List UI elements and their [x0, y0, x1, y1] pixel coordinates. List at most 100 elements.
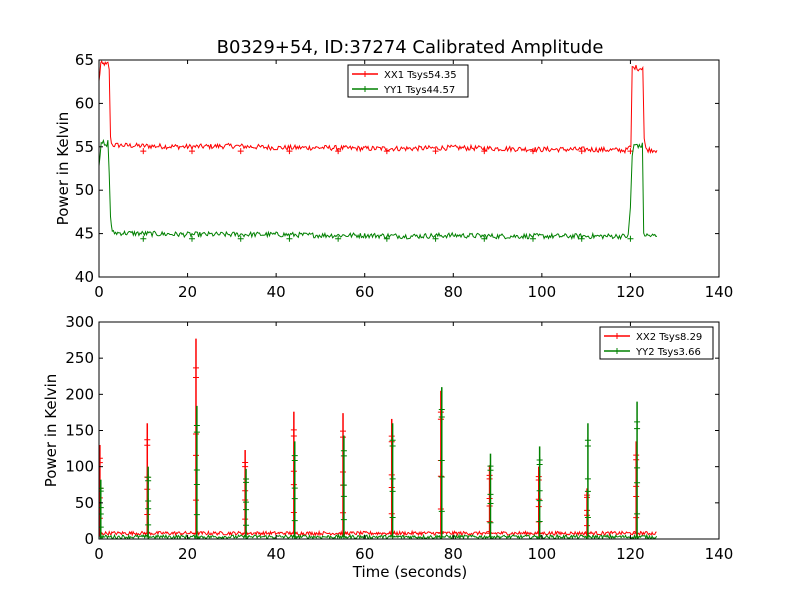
- x-tick-label: 0: [94, 283, 104, 301]
- x-tick-label: 40: [267, 545, 286, 563]
- baseline-line: [99, 529, 657, 537]
- data-marker: [481, 235, 488, 242]
- y-tick-label: 0: [84, 530, 94, 548]
- spike-marker: [486, 518, 493, 525]
- series-line: [99, 60, 658, 155]
- legend: XX1 Tsys54.35 YY1 Tsys44.57: [347, 64, 469, 98]
- y-tick-label: 100: [65, 458, 94, 476]
- data-marker: [335, 148, 342, 155]
- legend-box: [347, 64, 469, 98]
- spike-marker: [388, 484, 395, 491]
- spike-marker: [242, 516, 249, 523]
- spike-marker: [243, 499, 250, 506]
- spike-marker: [340, 493, 347, 500]
- spike-marker: [487, 500, 494, 507]
- spike-marker: [633, 530, 640, 537]
- spike-marker: [290, 481, 297, 488]
- spike-marker: [437, 530, 444, 537]
- baseline-line: [99, 533, 658, 539]
- spike-marker: [584, 492, 591, 499]
- legend-marker: [614, 333, 620, 339]
- spike-marker: [291, 485, 298, 492]
- plot-area: [99, 60, 658, 242]
- x-tick-label: 40: [267, 283, 286, 301]
- spike-marker: [99, 530, 103, 537]
- data-marker: [432, 235, 439, 242]
- spike-marker: [192, 364, 199, 371]
- data-marker: [578, 235, 585, 242]
- data-marker: [237, 235, 244, 242]
- spike-marker: [290, 509, 297, 516]
- spike-marker: [99, 524, 104, 531]
- x-tick-label: 0: [94, 545, 104, 563]
- spike-marker: [193, 467, 200, 474]
- spike-marker: [487, 463, 494, 470]
- spike-marker: [290, 432, 297, 439]
- legend-label: XX2 Tsys8.29: [636, 332, 702, 343]
- spike-marker: [192, 374, 199, 381]
- spike-marker: [340, 447, 347, 454]
- spike-marker: [99, 515, 103, 522]
- spike-marker: [438, 473, 445, 480]
- spike-marker: [388, 510, 395, 517]
- spike-marker: [340, 428, 347, 435]
- legend-label: XX1 Tsys54.35: [384, 70, 457, 81]
- data-marker: [140, 235, 147, 242]
- spike-marker: [634, 464, 641, 471]
- y-tick-label: 200: [65, 385, 94, 403]
- x-tick-label: 100: [528, 545, 557, 563]
- y-tick-label: 65: [75, 51, 94, 69]
- x-tick-label: 120: [616, 545, 645, 563]
- y-tick-label: 250: [65, 349, 94, 367]
- data-marker: [189, 235, 195, 242]
- spike-marker: [388, 438, 395, 445]
- legend: XX2 Tsys8.29 YY2 Tsys3.66: [599, 326, 714, 360]
- spike-marker: [634, 510, 641, 517]
- y-axis-label: Power in Kelvin: [42, 374, 60, 488]
- x-tick-label: 80: [444, 545, 463, 563]
- chart-title: B0329+54, ID:37274 Calibrated Amplitude: [217, 37, 604, 58]
- series-yy1: [99, 138, 658, 242]
- x-tick-label: 140: [705, 283, 734, 301]
- y-axis-label: Power in Kelvin: [54, 112, 72, 226]
- spike-marker: [584, 530, 591, 537]
- spike-marker: [584, 442, 591, 449]
- spike-marker: [584, 514, 591, 521]
- spike-marker: [535, 496, 542, 503]
- spike-marker: [634, 479, 641, 486]
- spike-marker: [192, 452, 199, 459]
- spike-marker: [243, 476, 250, 483]
- spike-marker: [389, 475, 396, 482]
- spike-marker: [242, 487, 249, 494]
- legend-label: YY1 Tsys44.57: [383, 85, 455, 96]
- spike-marker: [144, 436, 151, 443]
- spike-marker: [340, 434, 347, 441]
- spike-marker: [634, 425, 641, 432]
- spike-marker: [340, 482, 347, 489]
- spike-marker: [437, 409, 444, 416]
- data-marker: [530, 235, 536, 242]
- legend-label: YY2 Tsys3.66: [635, 347, 701, 358]
- spike-marker: [99, 510, 104, 517]
- spike-marker: [144, 511, 151, 518]
- spike-marker: [389, 514, 396, 521]
- spike-marker: [633, 483, 640, 490]
- spike-marker: [145, 474, 152, 481]
- plot-area: [99, 338, 658, 539]
- series-xx2: [99, 338, 657, 537]
- spike-marker: [340, 468, 347, 475]
- spike-marker: [438, 406, 445, 413]
- spike-marker: [145, 521, 152, 528]
- spike-marker: [144, 442, 151, 449]
- spike-marker: [535, 530, 542, 537]
- spike-marker: [340, 452, 347, 459]
- spike-marker: [243, 506, 250, 513]
- spike-marker: [389, 437, 396, 444]
- spike-marker: [486, 495, 493, 502]
- spike-marker: [486, 472, 493, 479]
- series-xx1: [99, 60, 658, 155]
- spike-marker: [584, 437, 591, 444]
- x-tick-label: 60: [355, 545, 374, 563]
- spike-marker: [193, 511, 200, 518]
- spike-marker: [536, 518, 543, 525]
